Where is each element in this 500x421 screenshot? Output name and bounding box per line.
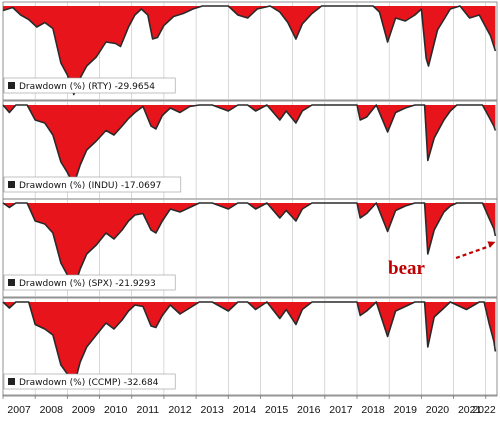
x-tick-label: 2018: [361, 404, 385, 416]
legend-label: Drawdown (%) (RTY) -29.9654: [19, 82, 155, 92]
x-tick-label: 2009: [72, 404, 96, 416]
drawdown-panel-1: Drawdown (%) (RTY) -29.9654: [2, 1, 498, 101]
drawdown-area: [3, 105, 496, 185]
x-tick-label: 2008: [40, 404, 64, 416]
panel-border: [2, 198, 498, 298]
legend-label: Drawdown (%) (INDU) -17.0697: [19, 181, 161, 191]
drawdown-panel-2: Drawdown (%) (INDU) -17.0697: [2, 100, 498, 200]
x-tick-label: 2010: [104, 404, 128, 416]
panel-legend: Drawdown (%) (CCMP) -32.684: [3, 373, 176, 390]
panel-legend: Drawdown (%) (RTY) -29.9654: [3, 77, 176, 94]
legend-background: [3, 77, 176, 94]
drawdown-area: [3, 302, 496, 386]
legend-swatch: [8, 279, 15, 286]
drawdown-panel-4: Drawdown (%) (CCMP) -32.684: [2, 297, 498, 397]
drawdown-line: [2, 104, 497, 186]
legend-swatch: [8, 378, 15, 385]
drawdown-panel-3: Drawdown (%) (SPX) -21.9293: [2, 198, 498, 298]
legend-background: [3, 373, 176, 390]
x-tick-label: 2014: [233, 404, 257, 416]
x-tick-label: 2017: [329, 404, 353, 416]
legend-label: Drawdown (%) (SPX) -21.9293: [19, 279, 156, 289]
x-tick-label: 2022: [472, 404, 496, 416]
x-axis: 2007 2008 2009 2010 2011 2012 2013 2014 2015 2016…: [2, 394, 497, 416]
x-tick-label: 2012: [168, 404, 192, 416]
bear-arrow-shaft: [455, 244, 491, 260]
panel-border: [2, 1, 498, 101]
legend-label: Drawdown (%) (CCMP) -32.684: [19, 378, 159, 388]
bear-arrow: [455, 241, 496, 260]
x-tick-label: 2019: [394, 404, 418, 416]
panel-legend: Drawdown (%) (SPX) -21.9293: [3, 274, 176, 291]
x-tick-label: 2013: [201, 404, 225, 416]
x-tick-label: 2007: [7, 404, 31, 416]
legend-background: [3, 274, 176, 291]
x-tick-label: 2021: [458, 404, 482, 416]
drawdown-area: [3, 6, 496, 95]
panels-layer: Drawdown (%) (RTY) -29.9654 Drawdown (%) …: [2, 1, 498, 397]
drawdown-line: [2, 301, 497, 387]
x-tick-label: 2016: [297, 404, 321, 416]
x-tick-label: 2011: [137, 404, 160, 416]
x-tick-label: 2020: [426, 404, 450, 416]
panel-border: [2, 297, 498, 397]
legend-swatch: [8, 82, 15, 89]
x-tick-label: 2015: [265, 404, 289, 416]
legend-swatch: [8, 181, 15, 188]
legend-background: [3, 176, 182, 193]
annotation-layer: bear: [388, 241, 496, 279]
panel-legend: Drawdown (%) (INDU) -17.0697: [3, 176, 182, 193]
bear-arrow-head: [487, 241, 496, 248]
bear-annotation-text: bear: [388, 258, 426, 279]
